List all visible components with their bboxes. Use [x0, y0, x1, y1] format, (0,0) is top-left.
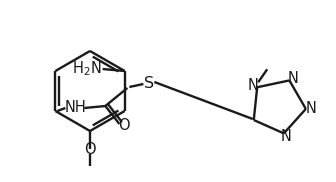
Text: N: N — [288, 71, 299, 86]
Text: N: N — [248, 78, 259, 93]
Text: O: O — [84, 141, 96, 157]
Text: N: N — [280, 129, 291, 144]
Text: S: S — [144, 76, 155, 92]
Text: NH: NH — [65, 100, 86, 116]
Text: N: N — [305, 101, 316, 116]
Text: H$_2$N: H$_2$N — [72, 60, 102, 78]
Text: O: O — [119, 118, 130, 134]
